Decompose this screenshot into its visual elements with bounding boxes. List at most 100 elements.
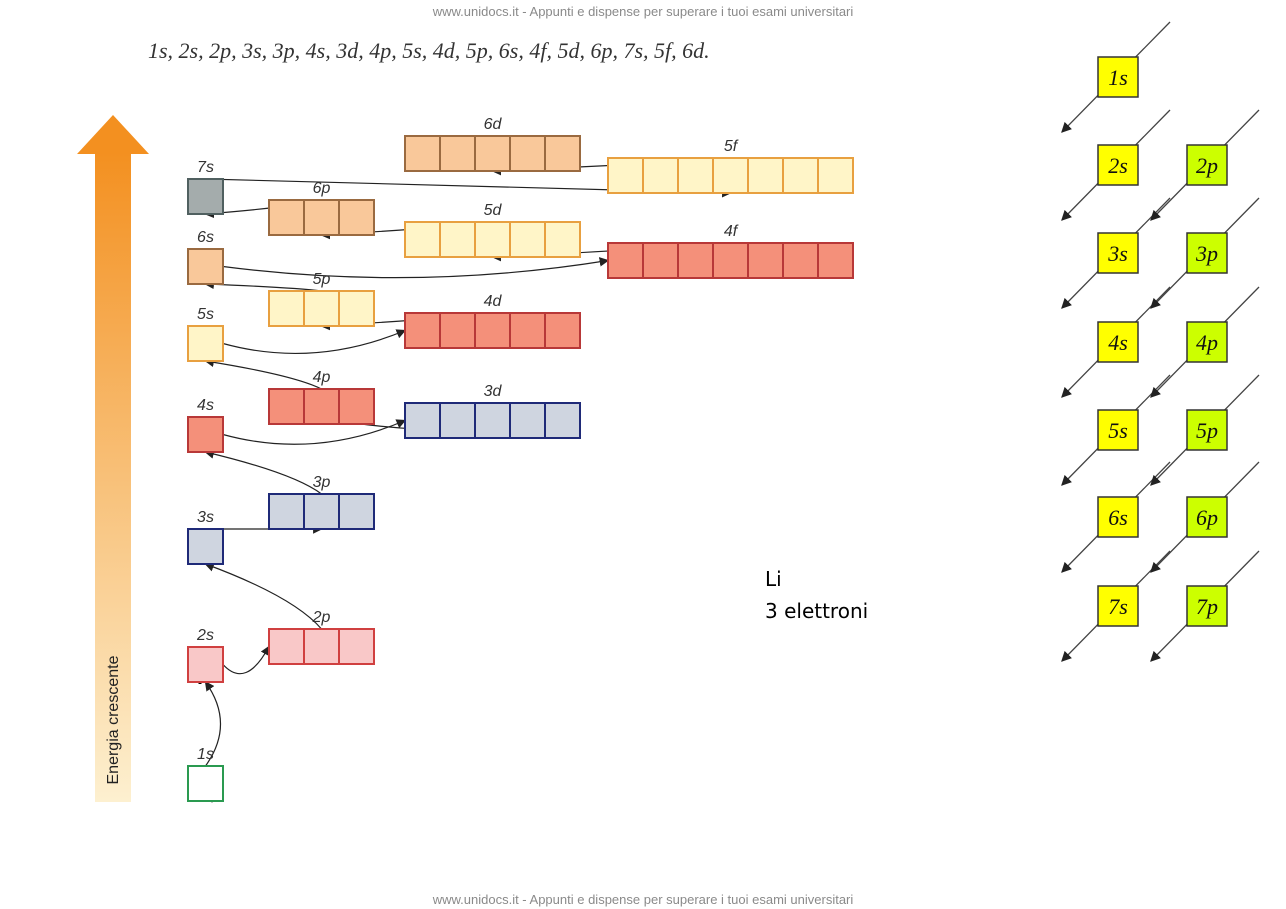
connector <box>222 257 610 279</box>
connector <box>222 419 407 445</box>
orbital-box <box>642 157 679 194</box>
watermark: www.unidocs.it - Appunti e dispense per … <box>432 4 854 19</box>
filling-sequence: 1s, 2s, 2p, 3s, 3p, 4s, 3d, 4p, 5s, 4d, … <box>148 38 710 63</box>
orbital-box <box>268 199 305 236</box>
subshell-box <box>1097 585 1139 627</box>
orbital: 5d <box>404 202 581 258</box>
orbital-box <box>338 199 375 236</box>
orbital: 3p <box>268 474 375 530</box>
orbital-label: 4p <box>313 369 331 386</box>
orbital-box <box>303 199 340 236</box>
orbital-box <box>607 157 644 194</box>
orbital-box <box>544 312 581 349</box>
orbital-box <box>303 493 340 530</box>
energy-arrow <box>95 152 131 802</box>
orbital-box <box>268 628 305 665</box>
orbital: 5f <box>607 138 854 194</box>
orbital-label: 2s <box>196 627 214 644</box>
orbital-box <box>187 765 224 802</box>
orbital-label: 6p <box>313 180 331 197</box>
orbital-box <box>474 135 511 172</box>
orbital-box <box>817 242 854 279</box>
orbital: 3s <box>187 509 224 565</box>
orbital-label: 5d <box>484 202 503 219</box>
subshell-label: 2p <box>1196 153 1218 178</box>
orbital: 5p <box>268 271 375 327</box>
orbital-label: 7s <box>197 159 214 176</box>
orbital: 4f <box>607 223 854 279</box>
subshell-label: 1s <box>1108 65 1128 90</box>
orbital-box <box>474 221 511 258</box>
subshell-box <box>1097 144 1139 186</box>
subshell-label: 4s <box>1108 330 1128 355</box>
orbital-box <box>187 528 224 565</box>
orbital: 5s <box>187 306 224 362</box>
orbital-box <box>474 312 511 349</box>
subshell-label: 2s <box>1108 153 1128 178</box>
orbital: 6d <box>404 116 581 172</box>
orbital-box <box>712 242 749 279</box>
orbital: 3d <box>404 383 581 439</box>
orbital: 4s <box>187 397 224 453</box>
subshell-label: 7p <box>1196 594 1218 619</box>
orbital-box <box>607 242 644 279</box>
orbital-box <box>747 242 784 279</box>
connector <box>204 279 322 292</box>
connector <box>204 562 322 630</box>
orbital-box <box>747 157 784 194</box>
orbital: 6s <box>187 229 224 285</box>
orbital-box <box>187 325 224 362</box>
connector <box>222 329 407 354</box>
orbital-box <box>303 290 340 327</box>
orbital-label: 5p <box>313 271 331 288</box>
subshell-box <box>1097 409 1139 451</box>
orbital-label: 3d <box>484 383 503 400</box>
orbital: 4d <box>404 293 581 349</box>
connector <box>204 357 322 390</box>
orbital: 2s <box>187 627 224 683</box>
subshell-label: 3p <box>1195 241 1218 266</box>
subshell-label: 5s <box>1108 418 1128 443</box>
orbital-box <box>268 290 305 327</box>
energy-arrowhead <box>77 115 149 154</box>
orbital-box <box>439 135 476 172</box>
orbital-box <box>677 157 714 194</box>
orbital-label: 4f <box>724 223 739 240</box>
orbital-box <box>509 402 546 439</box>
orbital-box <box>268 388 305 425</box>
orbital-box <box>404 402 441 439</box>
orbital-box <box>642 242 679 279</box>
orbital: 7s <box>187 159 224 215</box>
orbital-label: 4s <box>197 397 214 414</box>
orbital-box <box>268 493 305 530</box>
orbital-box <box>303 388 340 425</box>
orbital-box <box>187 416 224 453</box>
orbital-box <box>439 402 476 439</box>
subshell-label: 5p <box>1196 418 1218 443</box>
orbital-box <box>187 248 224 285</box>
orbital-label: 2p <box>312 609 331 626</box>
element: Li <box>765 567 782 591</box>
orbital-box <box>404 135 441 172</box>
subshell-box <box>1097 321 1139 363</box>
connector <box>204 681 222 767</box>
orbital-label: 6d <box>484 116 503 133</box>
orbital-label: 5f <box>724 138 739 155</box>
orbital-box <box>187 178 224 215</box>
electron-count: 3 elettroni <box>765 599 868 623</box>
orbital: 2p <box>268 609 375 665</box>
orbital-label: 3s <box>197 509 214 526</box>
orbital: 4p <box>268 369 375 425</box>
subshell-label: 4p <box>1196 330 1218 355</box>
orbital-label: 3p <box>313 474 331 491</box>
energy-label: Energia crescente <box>105 655 122 784</box>
subshell-box <box>1097 496 1139 538</box>
orbital-box <box>509 221 546 258</box>
orbital-box <box>544 221 581 258</box>
watermark: www.unidocs.it - Appunti e dispense per … <box>432 892 854 907</box>
orbital-box <box>404 221 441 258</box>
subshell-box <box>1186 409 1228 451</box>
subshell-label: 6p <box>1196 505 1218 530</box>
